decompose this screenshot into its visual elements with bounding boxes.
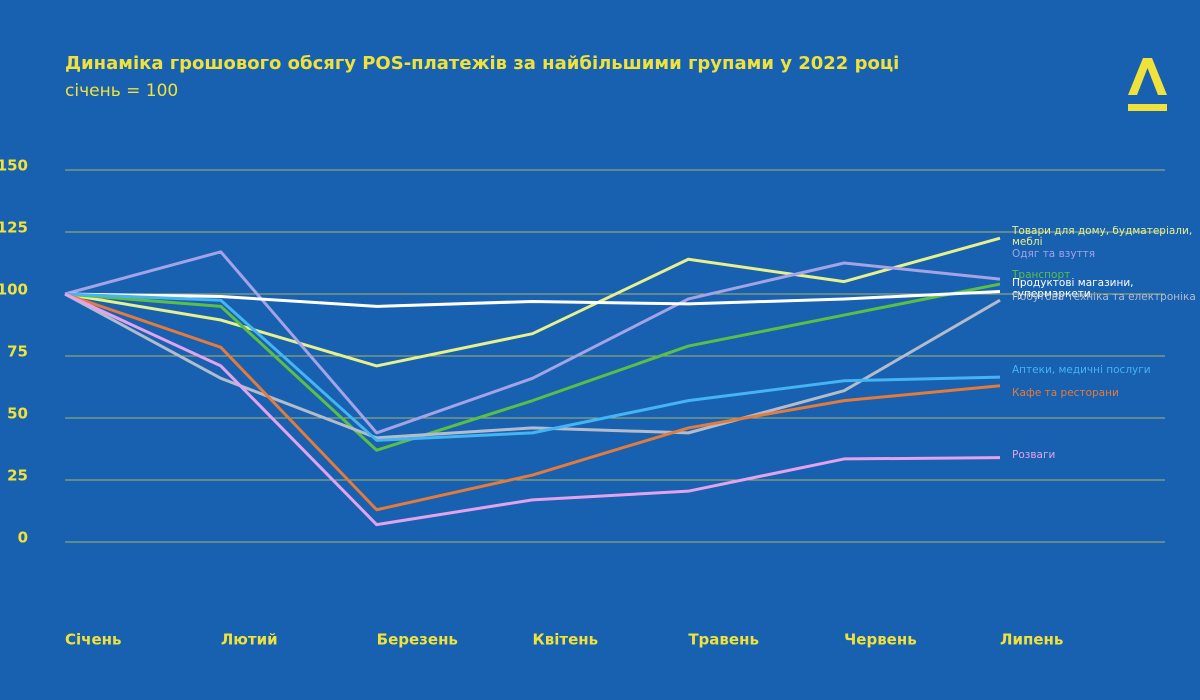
y-tick-label: 125 (0, 219, 28, 237)
legend-label: Продуктові магазини, супермаркети (1012, 277, 1134, 300)
x-tick-label: Травень (688, 631, 759, 649)
chart-title: Динаміка грошового обсягу POS-платежів з… (65, 53, 899, 74)
legend-entry: Товари для дому, будматеріали, меблі (1012, 226, 1193, 249)
legend-entry: Побутова техніка та електроніка (1012, 292, 1196, 304)
legend-entry: Аптеки, медичні послуги (1012, 365, 1151, 377)
legend-entry: Транспорт (1012, 270, 1071, 282)
series-line (64, 282, 1001, 452)
legend-label: Транспорт (1012, 270, 1071, 282)
y-tick-label: 50 (7, 405, 28, 423)
x-tick-label: Липень (1000, 631, 1063, 649)
legend-label: Побутова техніка та електроніка (1012, 292, 1196, 304)
legend-entry: Продуктові магазини, супермаркети (1012, 277, 1134, 300)
series-line (64, 236, 1001, 368)
series-line (64, 290, 1001, 308)
logo (1128, 58, 1167, 111)
legend-entry: Кафе та ресторани (1012, 387, 1119, 399)
legend-entry: Розваги (1012, 449, 1056, 461)
x-tick-label: Січень (65, 631, 121, 649)
x-tick-label: Лютий (221, 631, 278, 649)
series-line (64, 292, 1001, 527)
x-tick-label: Квітень (533, 631, 599, 649)
y-tick-label: 75 (7, 343, 28, 361)
y-tick-label: 150 (0, 157, 28, 175)
chart-subtitle: січень = 100 (65, 81, 178, 101)
series-line (64, 292, 1001, 442)
legend-label: Аптеки, медичні послуги (1012, 365, 1151, 377)
series-line (64, 250, 1001, 435)
legend-entry: Одяг та взуття (1012, 249, 1096, 261)
y-tick-label: 0 (18, 529, 28, 547)
logo-letter (1128, 58, 1167, 95)
legend-label: Кафе та ресторани (1012, 387, 1119, 399)
y-tick-label: 100 (0, 281, 28, 299)
legend-label: Товари для дому, будматеріали, меблі (1012, 226, 1193, 249)
x-tick-label: Березень (377, 631, 458, 649)
legend-label: Одяг та взуття (1012, 249, 1096, 261)
y-tick-label: 25 (7, 467, 28, 485)
series-line (64, 292, 1001, 440)
legend-label: Розваги (1012, 449, 1056, 461)
series-line (64, 292, 1001, 512)
logo-bar (1128, 104, 1167, 111)
x-tick-label: Червень (844, 631, 917, 649)
